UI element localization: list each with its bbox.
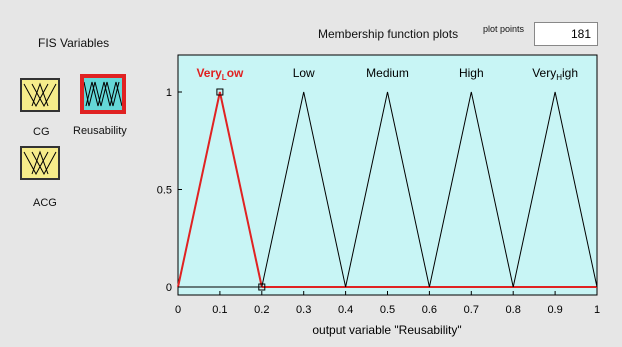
variable-acg-label: ACG (33, 197, 57, 209)
x-tick-label: 0.7 (464, 304, 479, 316)
fis-variables-title: FIS Variables (38, 36, 110, 50)
input-mf-icon (23, 82, 57, 108)
mf-handle[interactable] (216, 88, 224, 96)
variable-cg-box[interactable] (20, 78, 60, 112)
membership-plots-title: Membership function plots (318, 27, 459, 41)
y-tick-label: 0 (166, 282, 172, 294)
mf-line-very-high[interactable] (512, 91, 598, 288)
plot-points-label: plot points (483, 24, 525, 34)
mf-label-very-high[interactable]: VeryHigh (532, 66, 578, 82)
x-tick-label: 0.9 (547, 304, 562, 316)
y-tick-label: 1 (166, 87, 172, 99)
plot-area[interactable] (177, 54, 598, 296)
x-tick-label: 1 (594, 304, 600, 316)
x-tick-label: 0.3 (296, 304, 311, 316)
x-tick-label: 0.2 (254, 304, 269, 316)
y-tick-label: 0.5 (157, 185, 172, 197)
mf-label-high[interactable]: High (459, 66, 484, 80)
mf-line-high[interactable] (428, 91, 514, 288)
x-tick-label: 0 (175, 304, 181, 316)
variable-cg-label: CG (33, 126, 50, 138)
variable-acg-box[interactable] (20, 146, 60, 180)
x-tick-label: 0.6 (422, 304, 437, 316)
plot-points-input[interactable] (534, 22, 598, 46)
mf-line-very-low[interactable] (177, 91, 263, 288)
x-tick-label: 0.8 (506, 304, 521, 316)
x-tick-label: 0.1 (212, 304, 227, 316)
mf-line-medium[interactable] (345, 91, 430, 288)
input-mf-icon (23, 150, 57, 176)
mf-line-low[interactable] (261, 91, 347, 288)
mf-handle[interactable] (258, 283, 266, 291)
mf-label-medium[interactable]: Medium (366, 66, 409, 80)
variable-reusability-box[interactable] (80, 74, 126, 114)
variable-reusability-label: Reusability (73, 125, 127, 137)
x-tick-label: 0.5 (380, 304, 395, 316)
x-axis-label: output variable "Reusability" (312, 323, 461, 337)
output-mf-icon (84, 81, 122, 107)
mf-label-very-low[interactable]: VeryLow (196, 66, 244, 82)
mf-label-low[interactable]: Low (293, 66, 315, 80)
x-tick-label: 0.4 (338, 304, 353, 316)
